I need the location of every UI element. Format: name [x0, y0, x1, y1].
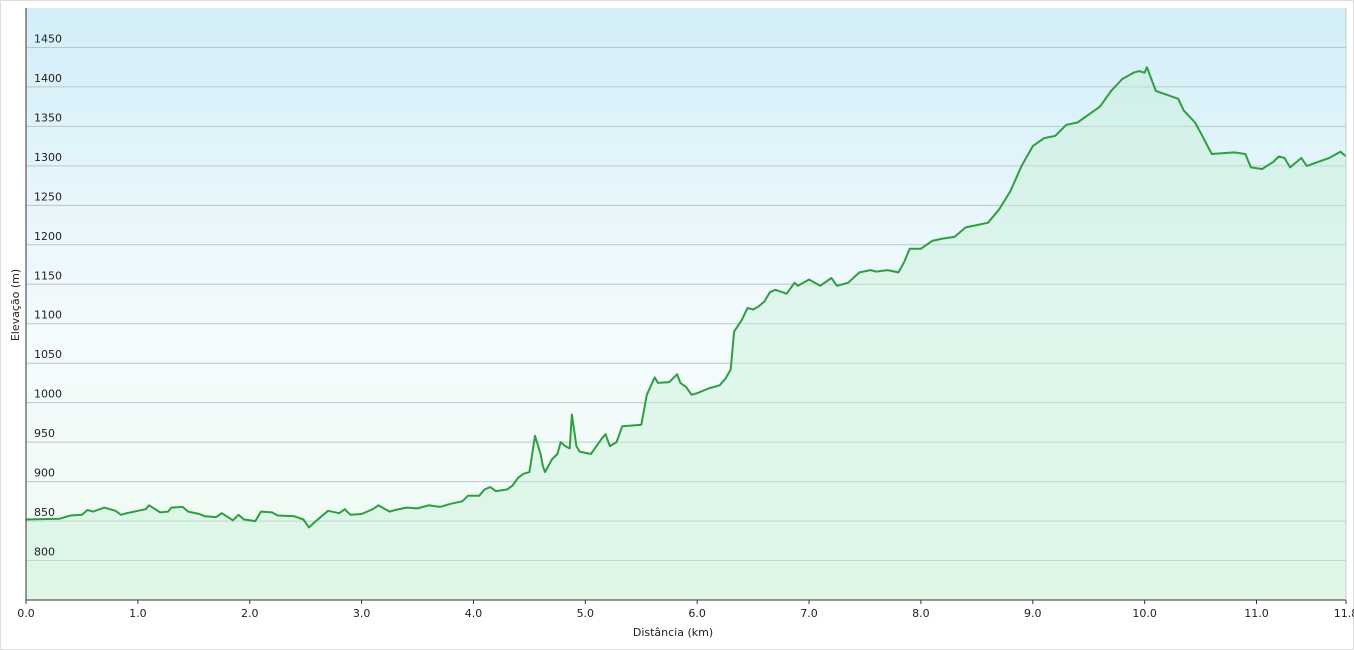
x-tick-label: 4.0 [465, 607, 483, 620]
y-tick-label: 950 [34, 427, 55, 440]
y-tick-label: 1050 [34, 348, 62, 361]
x-tick-label: 8.0 [912, 607, 930, 620]
y-tick-label: 1200 [34, 230, 62, 243]
y-tick-label: 1350 [34, 111, 62, 124]
x-tick-label: 2.0 [241, 607, 259, 620]
x-tick-label: 11.0 [1244, 607, 1269, 620]
grid [26, 46, 1346, 562]
x-tick-label: 3.0 [353, 607, 371, 620]
x-tick-label: 6.0 [688, 607, 706, 620]
y-tick-label: 1150 [34, 269, 62, 282]
y-tick-label: 1250 [34, 190, 62, 203]
plot-background [26, 8, 1346, 600]
y-tick-label: 850 [34, 506, 55, 519]
x-tick-label: 9.0 [1024, 607, 1042, 620]
y-tick-label: 1100 [34, 309, 62, 322]
y-tick-label: 1300 [34, 151, 62, 164]
marks [25, 66, 1347, 600]
x-axis-label: Distância (km) [633, 626, 713, 639]
x-tick-label: 5.0 [577, 607, 595, 620]
x-tick-label: 0.0 [17, 607, 35, 620]
x-tick-label: 10.0 [1132, 607, 1157, 620]
y-tick-label: 1400 [34, 72, 62, 85]
elevation-area [26, 67, 1346, 600]
x-tick-label: 7.0 [800, 607, 818, 620]
x-tick-label: 1.0 [129, 607, 147, 620]
y-tick-label: 1450 [34, 32, 62, 45]
y-tick-label: 800 [34, 546, 55, 559]
y-tick-label: 1000 [34, 388, 62, 401]
y-axis-label: Elevação (m) [9, 269, 22, 341]
x-tick-label: 11.8 [1334, 607, 1354, 620]
y-tick-label: 900 [34, 467, 55, 480]
elevation-line [25, 66, 1347, 529]
